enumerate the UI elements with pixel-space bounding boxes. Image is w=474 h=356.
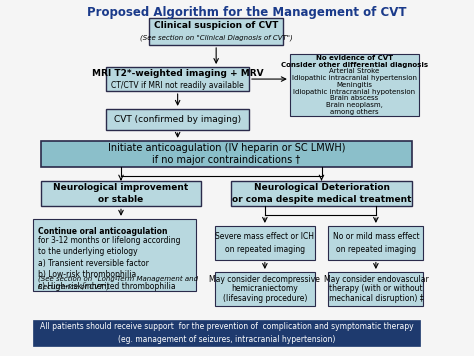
- Text: on repeated imaging: on repeated imaging: [225, 245, 305, 253]
- Bar: [33, 320, 420, 346]
- Bar: [41, 141, 412, 167]
- Bar: [106, 67, 249, 91]
- Text: MRI T2*-weighted imaging + MRV: MRI T2*-weighted imaging + MRV: [92, 69, 264, 78]
- Text: among others: among others: [330, 109, 379, 115]
- Text: therapy (with or without: therapy (with or without: [329, 284, 423, 293]
- Bar: [215, 272, 315, 306]
- Text: Idiopathic intracranial hypotension: Idiopathic intracranial hypotension: [293, 89, 415, 95]
- Text: if no major contraindications †: if no major contraindications †: [152, 156, 301, 166]
- Bar: [106, 109, 249, 130]
- Text: (lifesaving procedure): (lifesaving procedure): [223, 294, 307, 303]
- Text: CVT (confirmed by imaging): CVT (confirmed by imaging): [114, 115, 241, 124]
- Text: (See section on "Long-Term Management and
Recurrence of CVT"): (See section on "Long-Term Management an…: [38, 276, 199, 290]
- Bar: [328, 226, 423, 260]
- Bar: [33, 219, 196, 292]
- Text: Idiopathic intracranial hypertension: Idiopathic intracranial hypertension: [292, 75, 417, 81]
- Text: No or mild mass effect: No or mild mass effect: [333, 232, 419, 241]
- Text: No evidence of CVT: No evidence of CVT: [316, 55, 393, 61]
- Text: All patients should receive support  for the prevention of  complication and sym: All patients should receive support for …: [40, 322, 413, 331]
- Text: mechanical disruption) ‡: mechanical disruption) ‡: [328, 294, 423, 303]
- Bar: [215, 226, 315, 260]
- Text: (See section on "Clinical Diagnosis of CVT"): (See section on "Clinical Diagnosis of C…: [140, 35, 292, 41]
- Text: on repeated imaging: on repeated imaging: [336, 245, 416, 253]
- Bar: [231, 181, 412, 206]
- Text: Consider other differential diagnosis: Consider other differential diagnosis: [281, 62, 428, 68]
- Text: Continue oral anticoagulation: Continue oral anticoagulation: [38, 226, 168, 236]
- Text: Proposed Algorithm for the Management of CVT: Proposed Algorithm for the Management of…: [87, 6, 407, 19]
- Text: CT/CTV if MRI not readily available: CT/CTV if MRI not readily available: [111, 80, 244, 90]
- Text: Brain neoplasm,: Brain neoplasm,: [326, 102, 383, 108]
- Text: or coma despite medical treatment: or coma despite medical treatment: [232, 195, 411, 204]
- Text: Neurological improvement: Neurological improvement: [54, 183, 189, 192]
- Text: for 3-12 months or lifelong according
to the underlying etiology
a) Transient re: for 3-12 months or lifelong according to…: [38, 236, 181, 290]
- Text: Arterial Stroke: Arterial Stroke: [329, 68, 380, 74]
- Text: Clinical suspicion of CVT: Clinical suspicion of CVT: [154, 21, 278, 30]
- Bar: [290, 54, 419, 116]
- Text: or stable: or stable: [99, 195, 144, 204]
- Text: hemicraniectomy: hemicraniectomy: [231, 284, 298, 293]
- Bar: [41, 181, 201, 206]
- Text: Meningitis: Meningitis: [337, 82, 373, 88]
- Text: (eg. management of seizures, intracranial hypertension): (eg. management of seizures, intracrania…: [118, 335, 335, 344]
- Text: Brain abscess: Brain abscess: [330, 95, 378, 101]
- Bar: [149, 19, 283, 45]
- Text: May consider decompressive: May consider decompressive: [210, 275, 320, 284]
- Text: May consider endovascular: May consider endovascular: [324, 275, 428, 284]
- Text: Severe mass effect or ICH: Severe mass effect or ICH: [215, 232, 314, 241]
- Bar: [328, 272, 423, 306]
- Text: Neurological Deterioration: Neurological Deterioration: [254, 183, 390, 192]
- Text: Initiate anticoagulation (IV heparin or SC LMWH): Initiate anticoagulation (IV heparin or …: [108, 143, 345, 153]
